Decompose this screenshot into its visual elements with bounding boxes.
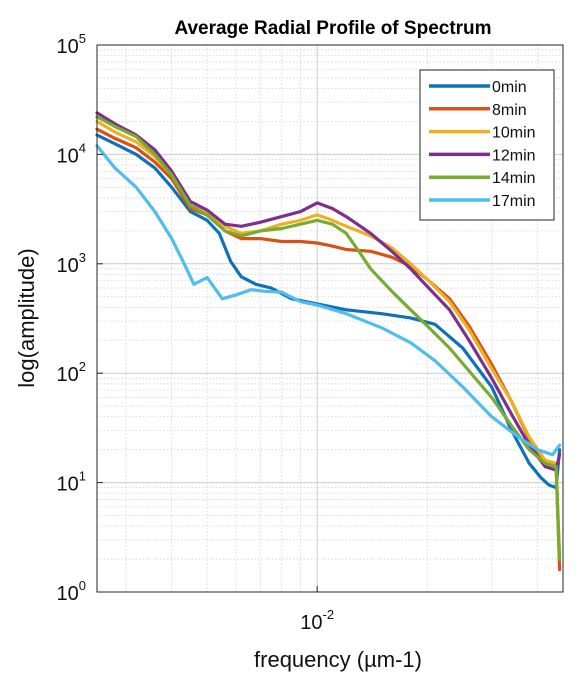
series-line-14min [95,115,562,561]
y-tick-label: 100 [57,578,86,605]
legend-label-8min: 8min [492,102,527,119]
legend: 0min 8min 10min 12min 14min 17min [419,69,555,221]
legend-label-14min: 14min [492,170,536,187]
series-line-12min [95,111,562,472]
series-line-17min [95,144,562,457]
y-tick-label: 101 [57,469,86,496]
chart-title: Average Radial Profile of Spectrum [174,18,491,39]
y-tick-labels: 100 101 102 103 104 105 [57,31,103,605]
y-axis-label: log(amplitude) [14,248,39,387]
x-tick-label: 10-2 [300,607,334,634]
grid [97,44,563,593]
plot-frame [96,44,564,593]
x-axis-label: frequency (µm-1) [254,647,422,672]
legend-label-17min: 17min [492,193,536,210]
y-tick-label: 103 [57,250,86,277]
y-tick-label: 102 [57,359,86,386]
legend-label-12min: 12min [492,147,536,164]
y-tick-label: 105 [57,31,86,58]
series-group [95,111,562,572]
y-tick-label: 104 [57,140,86,167]
legend-label-0min: 0min [492,79,527,96]
x-tick-labels: 10-2 [300,586,334,634]
legend-label-10min: 10min [492,125,536,142]
axes-box [96,44,564,593]
legend-box [419,69,555,221]
